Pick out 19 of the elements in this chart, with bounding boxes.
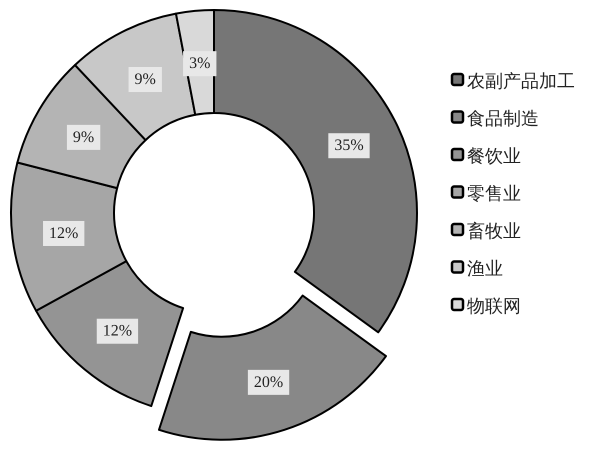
data-label: 9% bbox=[134, 71, 156, 88]
slice: 35% bbox=[213, 9, 418, 334]
legend-label: 食品制造 bbox=[467, 108, 539, 128]
data-label: 12% bbox=[49, 224, 78, 242]
slice: 20% bbox=[158, 294, 387, 440]
legend-label: 农副产品加工 bbox=[467, 71, 575, 91]
legend-label: 畜牧业 bbox=[467, 221, 521, 241]
legend-label: 渔业 bbox=[467, 258, 503, 278]
data-label: 9% bbox=[72, 128, 94, 146]
data-label: 35% bbox=[334, 137, 364, 154]
slice: 3% bbox=[174, 9, 216, 116]
data-label: 20% bbox=[254, 374, 284, 391]
legend-label: 零售业 bbox=[467, 184, 521, 204]
legend-label: 餐饮业 bbox=[467, 146, 521, 166]
legend-label: 物联网 bbox=[467, 296, 521, 316]
slice: 12% bbox=[10, 162, 128, 312]
data-label: 3% bbox=[189, 55, 210, 72]
slice: 12% bbox=[35, 260, 184, 408]
data-label: 12% bbox=[102, 322, 132, 340]
